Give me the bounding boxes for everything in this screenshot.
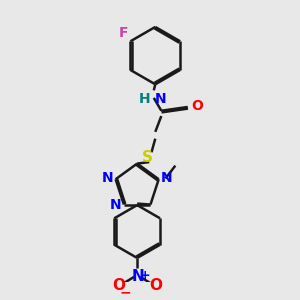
Text: O: O [149, 278, 163, 293]
Text: N: N [131, 268, 144, 284]
Text: +: + [140, 268, 150, 281]
Text: S: S [142, 150, 152, 165]
Text: O: O [112, 278, 125, 293]
Text: −: − [120, 285, 132, 299]
Text: F: F [119, 26, 128, 40]
Text: O: O [191, 99, 203, 113]
Text: N: N [102, 172, 113, 185]
Text: N: N [161, 172, 172, 185]
Text: H: H [139, 92, 151, 106]
Text: N: N [110, 198, 122, 212]
Text: N: N [154, 92, 166, 106]
